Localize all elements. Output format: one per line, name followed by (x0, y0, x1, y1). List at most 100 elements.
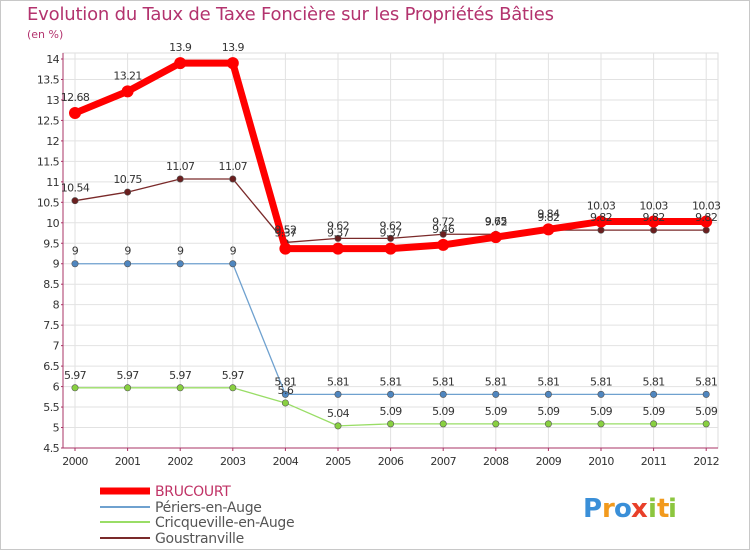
y-tick-label: 6 (53, 381, 60, 394)
data-label-3: 9.82 (590, 211, 612, 224)
data-label-1: 5.81 (643, 375, 665, 388)
data-label-0: 13.21 (113, 69, 142, 82)
x-tick-label: 2000 (62, 455, 88, 468)
data-label-1: 9 (124, 245, 131, 258)
x-tick-label: 2001 (115, 455, 141, 468)
y-tick-label: 10.5 (37, 196, 60, 209)
data-label-2: 5.09 (432, 405, 455, 418)
x-tick-label: 2011 (641, 455, 667, 468)
series-point-2 (176, 384, 184, 392)
series-point-2 (229, 384, 237, 392)
series-point-2 (597, 420, 605, 428)
data-label-0: 13.9 (169, 41, 192, 54)
series-point-1 (492, 390, 500, 398)
axes: 4.5 5 5.5 6 6.5 7 7.5 8 8.5 9 9.5 10 10.5 11 11.5 12 12.… (37, 53, 720, 468)
data-label-0: 12.68 (61, 91, 90, 104)
data-label-2: 5.97 (222, 369, 245, 382)
data-label-2: 5.04 (327, 407, 350, 420)
data-label-2: 5.6 (278, 384, 294, 397)
x-tick-label: 2008 (483, 455, 509, 468)
data-label-2: 5.09 (380, 405, 403, 418)
series-point-0 (332, 242, 344, 255)
series-point-3 (124, 188, 132, 196)
grid (62, 52, 719, 449)
series-point-0 (437, 238, 450, 251)
series-point-1 (544, 390, 552, 398)
data-label-1: 5.81 (380, 375, 402, 388)
data-label-2: 5.09 (643, 405, 666, 418)
data-label-0: 9.37 (274, 227, 297, 240)
series-point-1 (597, 390, 605, 398)
series-point-1 (71, 260, 79, 268)
legend: BRUCOURTPériers-en-AugeCricqueville-en-A… (100, 484, 295, 547)
y-axis-unit-label: (en %) (27, 28, 64, 41)
data-label-3: 9.52 (274, 223, 296, 236)
series-point-2 (334, 422, 342, 430)
series-point-0 (542, 223, 555, 236)
series-point-3 (439, 230, 447, 238)
series-point-0 (226, 57, 239, 70)
y-tick-label: 8 (53, 299, 60, 312)
data-label-3: 9.62 (327, 219, 349, 232)
series-point-1 (334, 390, 342, 398)
x-tick-label: 2010 (588, 455, 614, 468)
data-label-2: 5.09 (695, 405, 718, 418)
y-tick-label: 13 (46, 94, 59, 107)
series-point-1 (124, 260, 132, 268)
series-point-2 (387, 420, 395, 428)
y-tick-label: 10 (46, 217, 59, 230)
data-label-0: 9.37 (327, 227, 350, 240)
data-label-3: 9.82 (537, 211, 559, 224)
y-tick-label: 12 (46, 135, 59, 148)
data-label-3: 9.82 (695, 211, 717, 224)
series-point-2 (439, 420, 447, 428)
series-point-0 (647, 215, 660, 228)
x-tick-label: 2012 (693, 455, 719, 468)
data-label-0: 13.9 (222, 41, 245, 54)
data-label-3: 10.75 (113, 173, 142, 186)
data-label-2: 5.09 (485, 405, 508, 418)
y-tick-label: 6.5 (43, 360, 59, 373)
series-point-2 (544, 420, 552, 428)
data-label-1: 5.81 (432, 375, 454, 388)
data-label-3: 11.07 (219, 160, 248, 173)
series-point-0 (279, 242, 292, 255)
legend-label-0: BRUCOURT (155, 484, 231, 500)
logo-letter: i (668, 494, 677, 524)
series-point-1 (281, 390, 289, 398)
chart-title: Evolution du Taux de Taxe Foncière sur l… (27, 4, 554, 25)
series-point-1 (702, 390, 710, 398)
data-label-1: 9 (230, 245, 237, 258)
data-label-1: 9 (72, 245, 79, 258)
x-tick-label: 2002 (167, 455, 193, 468)
series-point-1 (439, 390, 447, 398)
y-tick-label: 7 (53, 340, 60, 353)
logo-letter: P (583, 494, 602, 524)
data-label-1: 5.81 (327, 375, 349, 388)
y-tick-label: 5 (53, 422, 60, 435)
series-point-3 (597, 226, 605, 234)
legend-label-1: Périers-en-Auge (155, 500, 262, 516)
data-label-3: 10.54 (61, 182, 90, 195)
data-label-0: 10.03 (587, 200, 616, 213)
series-point-2 (281, 399, 289, 407)
series-point-1 (387, 390, 395, 398)
x-tick-label: 2003 (220, 455, 246, 468)
series-layer (69, 57, 713, 430)
data-label-3: 9.72 (485, 215, 507, 228)
data-label-3: 9.62 (380, 219, 402, 232)
data-label-1: 5.81 (274, 375, 296, 388)
data-label-0: 9.37 (380, 227, 403, 240)
logo-letter: i (648, 494, 657, 524)
data-label-3: 9.82 (643, 211, 665, 224)
series-point-3 (334, 234, 342, 242)
data-label-2: 5.97 (117, 369, 140, 382)
series-point-3 (650, 226, 658, 234)
data-label-1: 5.81 (485, 375, 507, 388)
data-label-1: 9 (177, 245, 184, 258)
series-point-2 (124, 384, 132, 392)
series-point-3 (702, 226, 710, 234)
data-label-1: 5.81 (537, 375, 559, 388)
series-point-2 (71, 384, 79, 392)
